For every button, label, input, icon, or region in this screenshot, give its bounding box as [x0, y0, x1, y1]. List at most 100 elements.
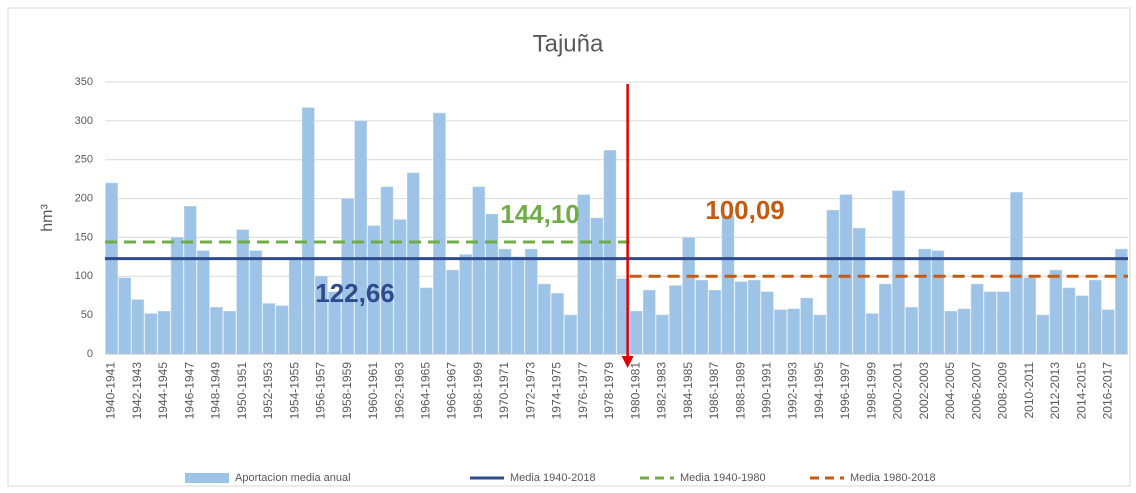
bar [774, 309, 787, 355]
x-tick-label: 2016-2017 [1100, 362, 1114, 420]
x-tick-label: 2008-2009 [996, 362, 1010, 420]
y-tick-label: 200 [75, 192, 93, 204]
bar [787, 308, 800, 355]
x-tick-label: 1976-1977 [576, 362, 590, 420]
bar [682, 237, 695, 355]
mean-label: 144,10 [500, 199, 580, 229]
x-tick-label: 1978-1979 [602, 362, 616, 420]
bar [879, 283, 892, 355]
bar [157, 311, 171, 355]
bar [249, 250, 263, 355]
bar [131, 299, 145, 355]
x-tick-label: 2010-2011 [1022, 362, 1036, 419]
bar [656, 314, 669, 355]
bar [747, 279, 761, 355]
x-tick-label: 1940-1941 [104, 362, 118, 420]
x-tick-label: 1982-1983 [655, 362, 669, 420]
x-tick-label: 1992-1993 [786, 362, 800, 420]
y-axis-label: hm³ [39, 204, 56, 232]
x-tick-label: 1950-1951 [235, 362, 249, 420]
bar [223, 311, 236, 355]
bar [905, 307, 918, 355]
bar [603, 150, 617, 355]
bar [984, 291, 997, 355]
mean-label: 122,66 [315, 278, 395, 308]
y-tick-label: 0 [87, 348, 93, 360]
x-tick-label: 1990-1991 [759, 362, 773, 420]
bar [262, 303, 276, 355]
x-tick-label: 1998-1999 [864, 362, 878, 420]
legend-swatch [185, 473, 229, 483]
x-tick-label: 1962-1963 [392, 362, 406, 420]
bar [944, 311, 958, 355]
bar [918, 248, 931, 355]
bar [1010, 192, 1023, 355]
bar [170, 237, 184, 355]
x-tick-label: 2014-2015 [1074, 362, 1088, 420]
x-tick-label: 1968-1969 [471, 362, 485, 420]
split-arrow-head [621, 356, 634, 368]
bar [393, 219, 407, 355]
bar [197, 250, 210, 355]
bar [839, 194, 853, 355]
x-tick-label: 1944-1945 [156, 362, 170, 420]
bar [669, 285, 682, 355]
x-tick-label: 1986-1987 [707, 362, 721, 420]
x-tick-label: 1956-1957 [314, 362, 328, 420]
x-tick-label: 1974-1975 [550, 362, 564, 420]
bar [970, 283, 984, 355]
bar [354, 120, 368, 355]
bar [275, 305, 289, 355]
bar [826, 209, 840, 355]
bar [485, 213, 499, 355]
bar [472, 186, 486, 355]
bar [1062, 287, 1076, 355]
x-tick-label: 2006-2007 [969, 362, 983, 420]
x-tick-label: 2002-2003 [917, 362, 931, 420]
bar [865, 313, 879, 355]
x-tick-label: 1952-1953 [261, 362, 275, 420]
bar [420, 287, 433, 355]
x-tick-label: 1994-1995 [812, 362, 826, 420]
y-tick-label: 150 [75, 231, 93, 243]
x-tick-label: 1980-1981 [628, 362, 642, 420]
mean-label: 100,09 [705, 195, 785, 225]
bar [236, 229, 249, 355]
x-tick-label: 1970-1971 [497, 362, 511, 420]
bar [695, 279, 709, 355]
bar [288, 258, 302, 355]
bar [183, 206, 197, 355]
y-tick-label: 250 [75, 154, 93, 166]
bar [564, 314, 577, 355]
bar [105, 182, 118, 355]
x-tick-label: 1942-1943 [130, 362, 144, 420]
x-tick-label: 1946-1947 [182, 362, 196, 420]
bar [1075, 295, 1089, 355]
bar [498, 248, 512, 355]
bar [538, 283, 551, 355]
legend-label: Aportacion media anual [235, 472, 351, 484]
x-tick-label: 1958-1959 [340, 362, 354, 420]
x-tick-label: 1972-1973 [523, 362, 537, 420]
legend-label: Media 1940-2018 [510, 472, 596, 484]
x-tick-label: 1996-1997 [838, 362, 852, 420]
bar [997, 291, 1010, 355]
bar [1115, 248, 1128, 355]
bar [511, 256, 525, 355]
bar [459, 254, 472, 355]
bar [761, 291, 774, 355]
bar [210, 307, 223, 355]
bar [524, 248, 538, 355]
x-tick-label: 1966-1967 [445, 362, 459, 420]
bar [1049, 269, 1063, 355]
x-tick-label: 1984-1985 [681, 362, 695, 420]
y-tick-label: 350 [75, 76, 93, 88]
x-tick-label: 2000-2001 [891, 362, 905, 420]
bar [734, 281, 748, 355]
x-tick-label: 1954-1955 [287, 362, 301, 420]
bar [433, 112, 446, 355]
bar [708, 290, 722, 355]
bar [1023, 277, 1036, 355]
bar [551, 293, 564, 355]
